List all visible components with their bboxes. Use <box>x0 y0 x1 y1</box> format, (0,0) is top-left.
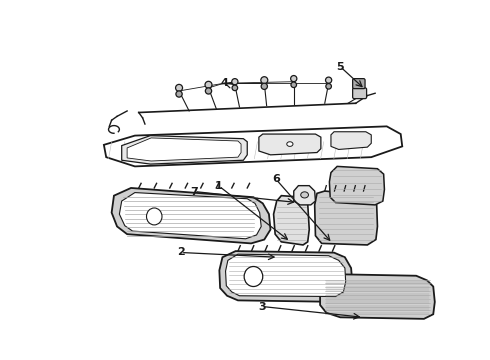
Text: 1: 1 <box>215 181 223 191</box>
Polygon shape <box>104 126 402 166</box>
Ellipse shape <box>301 192 309 198</box>
Polygon shape <box>122 136 247 164</box>
Text: 3: 3 <box>259 302 267 311</box>
Ellipse shape <box>261 83 268 89</box>
Ellipse shape <box>205 81 212 88</box>
Ellipse shape <box>287 142 293 147</box>
Text: 2: 2 <box>177 247 185 257</box>
Ellipse shape <box>325 77 332 83</box>
Text: 4: 4 <box>220 78 228 89</box>
Ellipse shape <box>232 78 238 85</box>
Polygon shape <box>225 254 345 297</box>
Polygon shape <box>112 188 270 243</box>
Polygon shape <box>294 186 316 205</box>
Polygon shape <box>315 191 377 245</box>
Text: 5: 5 <box>337 62 344 72</box>
Text: 6: 6 <box>272 174 280 184</box>
Polygon shape <box>259 134 321 155</box>
Ellipse shape <box>175 84 183 91</box>
Ellipse shape <box>147 208 162 225</box>
Ellipse shape <box>291 82 296 87</box>
Ellipse shape <box>244 266 263 287</box>
Ellipse shape <box>291 76 297 82</box>
Polygon shape <box>320 274 435 319</box>
Polygon shape <box>331 132 371 149</box>
Text: 7: 7 <box>190 186 198 197</box>
Polygon shape <box>273 195 309 245</box>
Polygon shape <box>120 193 261 239</box>
Polygon shape <box>329 166 385 205</box>
FancyBboxPatch shape <box>353 88 367 99</box>
Ellipse shape <box>205 88 212 94</box>
Polygon shape <box>220 251 353 302</box>
Ellipse shape <box>261 77 268 84</box>
Polygon shape <box>127 138 241 161</box>
Ellipse shape <box>176 91 182 97</box>
Ellipse shape <box>326 84 331 89</box>
FancyBboxPatch shape <box>353 78 365 89</box>
Ellipse shape <box>232 85 238 91</box>
